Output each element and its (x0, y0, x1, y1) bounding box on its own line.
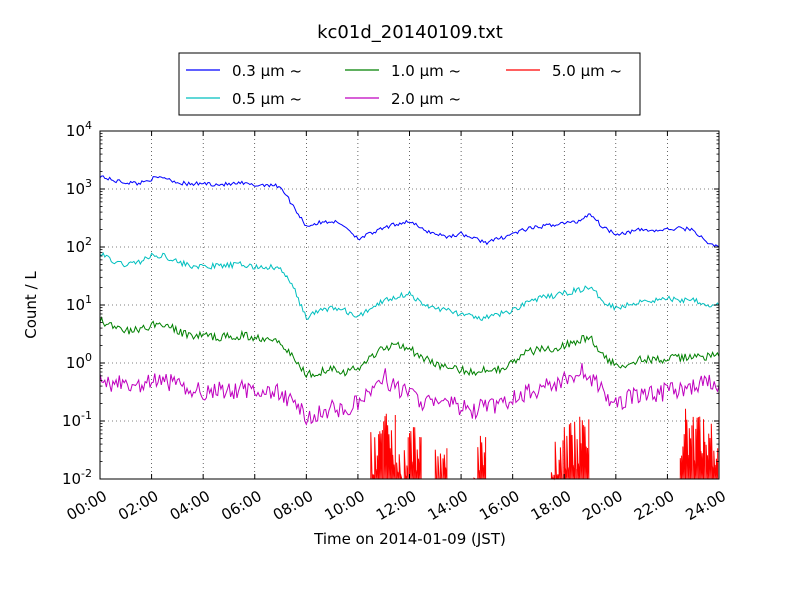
y-tick-label: 103 (66, 177, 92, 198)
legend-label: 2.0 μm ~ (391, 90, 461, 108)
series-line (99, 252, 720, 322)
x-tick-label: 12:00 (373, 487, 419, 524)
legend: 0.3 μm ~ 0.5 μm ~ 1.0 μm ~ 2.0 μm ~ 5.0 μm ~ (178, 52, 641, 116)
series-line (370, 408, 719, 481)
y-tick-label: 102 (66, 235, 92, 256)
x-tick-label: 22:00 (631, 487, 677, 524)
series-line (99, 363, 720, 426)
y-tick-label: 104 (66, 119, 92, 140)
x-tick-label: 04:00 (167, 487, 213, 524)
x-tick-label: 10:00 (321, 487, 367, 524)
series-layer (99, 175, 720, 481)
legend-label: 5.0 μm ~ (552, 62, 622, 80)
legend-label: 0.3 μm ~ (232, 62, 302, 80)
x-tick-label: 18:00 (528, 487, 574, 524)
legend-label: 0.5 μm ~ (232, 90, 302, 108)
legend-label: 1.0 μm ~ (391, 62, 461, 80)
x-tick-label: 14:00 (425, 487, 471, 524)
y-tick-label: 101 (66, 293, 92, 314)
y-tick-label: 100 (66, 351, 92, 372)
y-tick-label: 10-1 (62, 409, 92, 430)
x-tick-label: 20:00 (579, 487, 625, 524)
chart-title: kc01d_20140109.txt (317, 22, 503, 43)
series-line (99, 316, 720, 379)
y-axis-label: Count / L (22, 271, 40, 339)
x-tick-label: 24:00 (683, 487, 729, 524)
x-tick-label: 16:00 (476, 487, 522, 524)
x-tick-label: 00:00 (64, 487, 110, 524)
series-line (99, 175, 720, 248)
x-tick-label: 08:00 (270, 487, 316, 524)
x-axis-label: Time on 2014-01-09 (JST) (313, 530, 506, 548)
x-tick-label: 02:00 (115, 487, 161, 524)
x-tick-label: 06:00 (218, 487, 264, 524)
y-tick-label: 10-2 (62, 467, 92, 488)
